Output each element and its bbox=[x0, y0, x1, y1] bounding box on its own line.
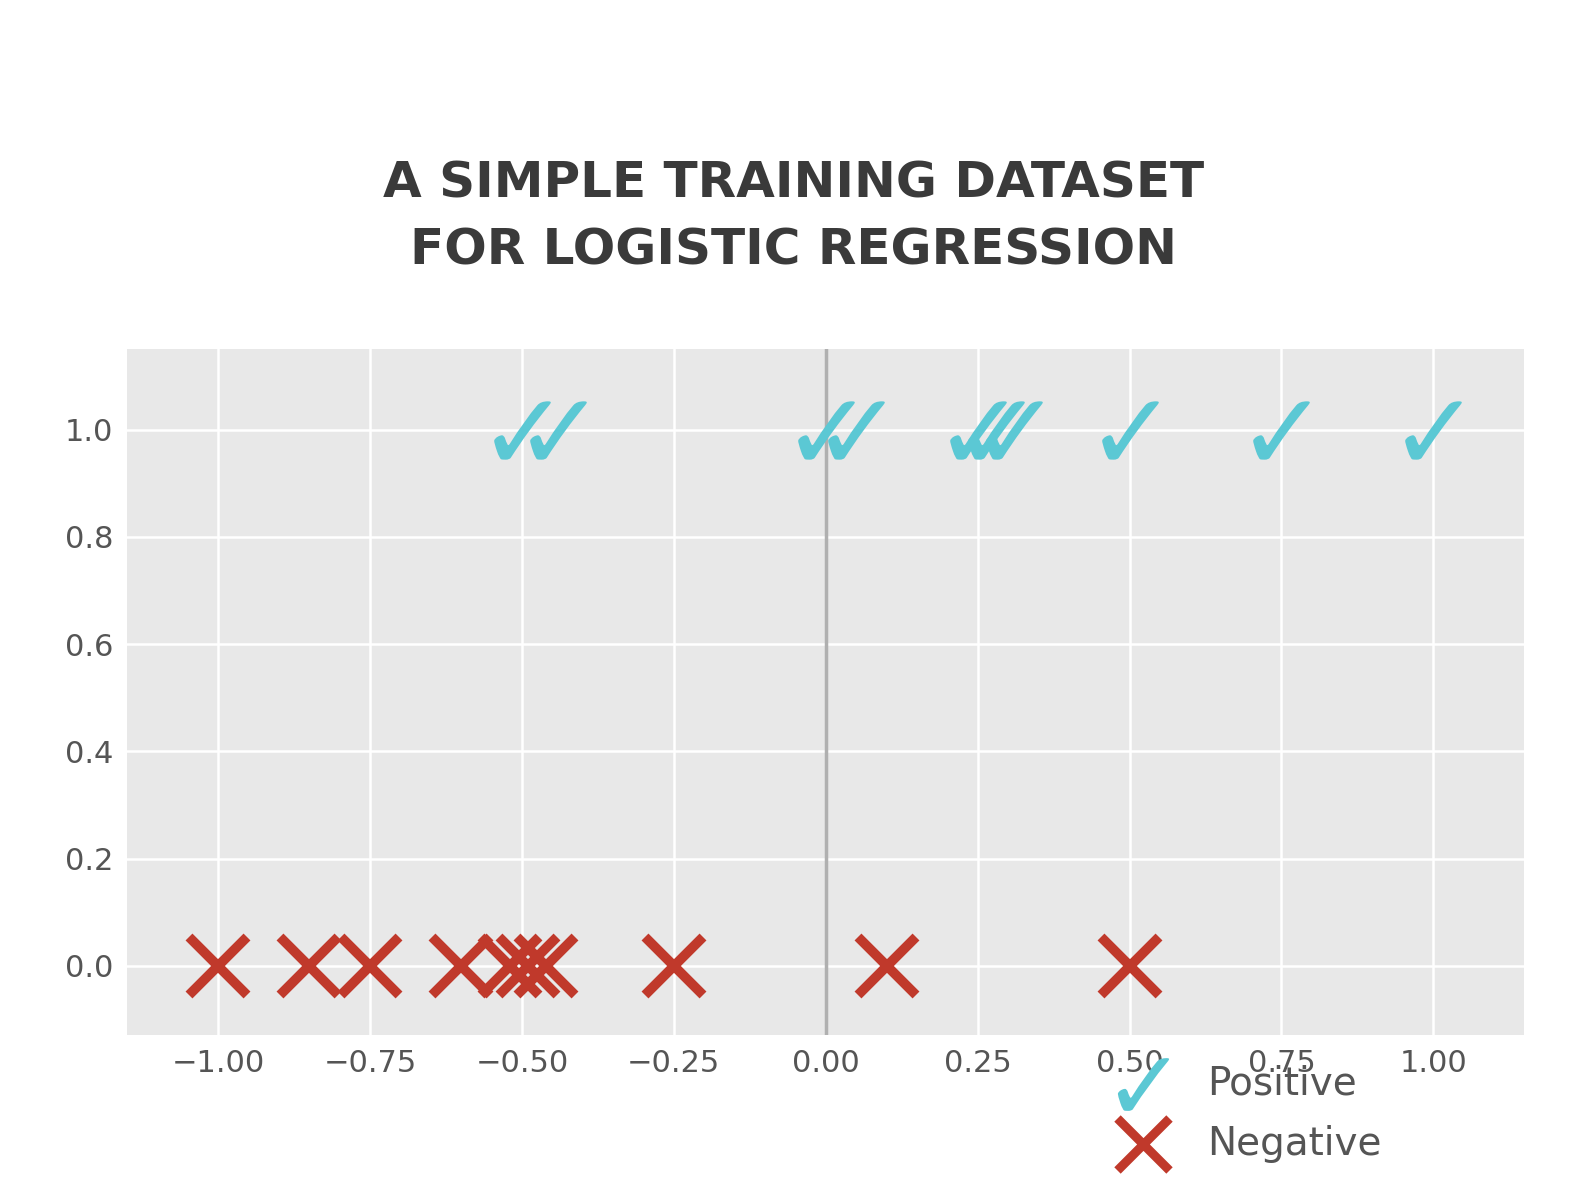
Text: A SIMPLE TRAINING DATASET
FOR LOGISTIC REGRESSION: A SIMPLE TRAINING DATASET FOR LOGISTIC R… bbox=[383, 159, 1205, 275]
Text: Negative: Negative bbox=[1207, 1125, 1382, 1163]
Text: Positive: Positive bbox=[1207, 1064, 1356, 1103]
